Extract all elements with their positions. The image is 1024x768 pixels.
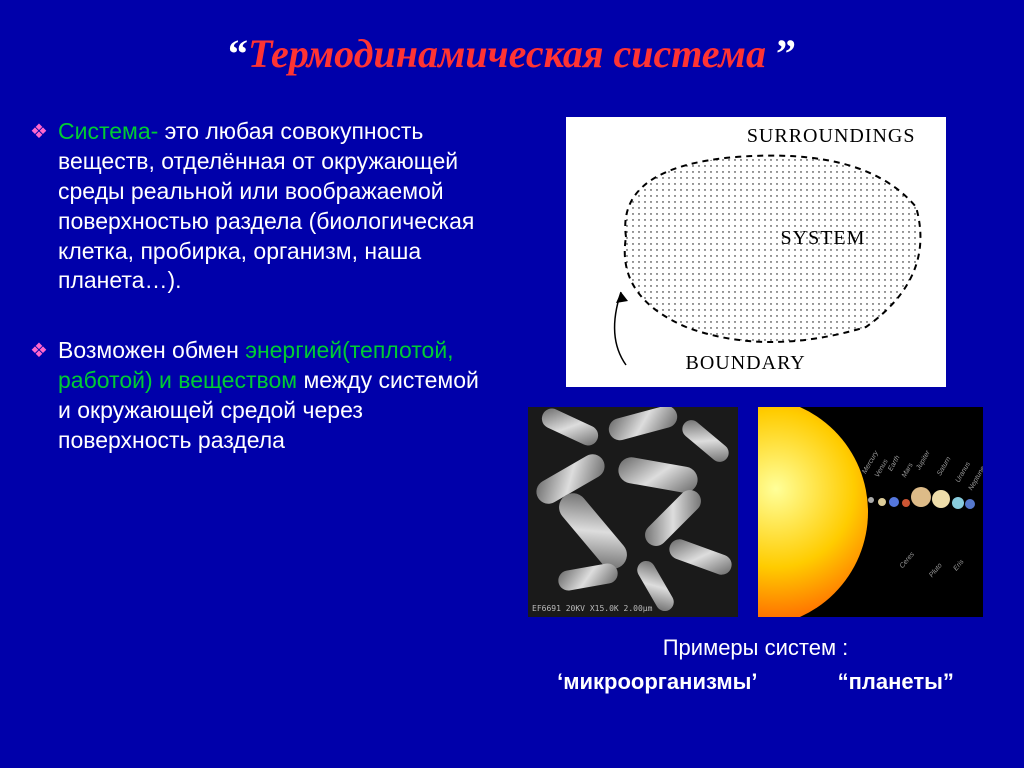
bullet-2-pre: Возможен обмен (58, 337, 245, 363)
planet-label: Saturn (936, 456, 952, 477)
planet-dot (902, 499, 910, 507)
orbit-label: Eris (952, 559, 965, 573)
planet-dot (878, 498, 886, 506)
planet-label: Neptune (968, 465, 983, 491)
quote-close: ” (766, 31, 796, 76)
image-column: SURROUNDINGS SYSTEM BOUNDARY EF6691 20KV… (517, 117, 994, 695)
planet-dot (911, 487, 931, 507)
text-column: ❖ Система- это любая совокупность вещест… (30, 117, 517, 695)
bullet-1: ❖ Система- это любая совокупность вещест… (30, 117, 497, 296)
diagram-system-label: SYSTEM (781, 227, 866, 250)
examples-caption: Примеры систем : (517, 635, 994, 661)
orbit-label: Pluto (928, 562, 944, 579)
planet-label: Uranus (955, 461, 972, 484)
bullet-1-body: это любая совокупность веществ, отделённ… (58, 118, 474, 293)
micro-caption: EF6691 20KV X15.0K 2.00µm (532, 604, 652, 613)
planet-label: Jupiter (915, 450, 932, 472)
planet-dot (868, 497, 874, 503)
diagram-surroundings-label: SURROUNDINGS (747, 125, 916, 148)
planet-dot (889, 497, 899, 507)
bullet-marker-icon: ❖ (30, 338, 48, 364)
planet-label: Earth (887, 455, 901, 473)
bullet-1-lead: Система- (58, 118, 158, 144)
planet-dot (965, 499, 975, 509)
label-planets: “планеты” (838, 669, 954, 695)
quote-open: “ (228, 31, 248, 76)
diagram-boundary-label: BOUNDARY (686, 352, 806, 375)
bullet-2: ❖ Возможен обмен энергией(теплотой, рабо… (30, 336, 497, 456)
planets-image: MercuryVenusEarthMarsJupiterSaturnUranus… (758, 407, 983, 617)
slide-title: “Термодинамическая система ” (0, 0, 1024, 77)
planet-dot (932, 490, 950, 508)
bullet-marker-icon: ❖ (30, 119, 48, 145)
system-diagram: SURROUNDINGS SYSTEM BOUNDARY (566, 117, 946, 387)
orbit-label: Ceres (899, 551, 916, 570)
planet-dot (952, 497, 964, 509)
title-text: Термодинамическая система (248, 31, 766, 76)
label-microorganisms: ‘микроорганизмы’ (557, 669, 757, 695)
microorganisms-image: EF6691 20KV X15.0K 2.00µm (528, 407, 738, 617)
sun-icon (758, 407, 868, 617)
planet-label: Mars (901, 462, 915, 479)
